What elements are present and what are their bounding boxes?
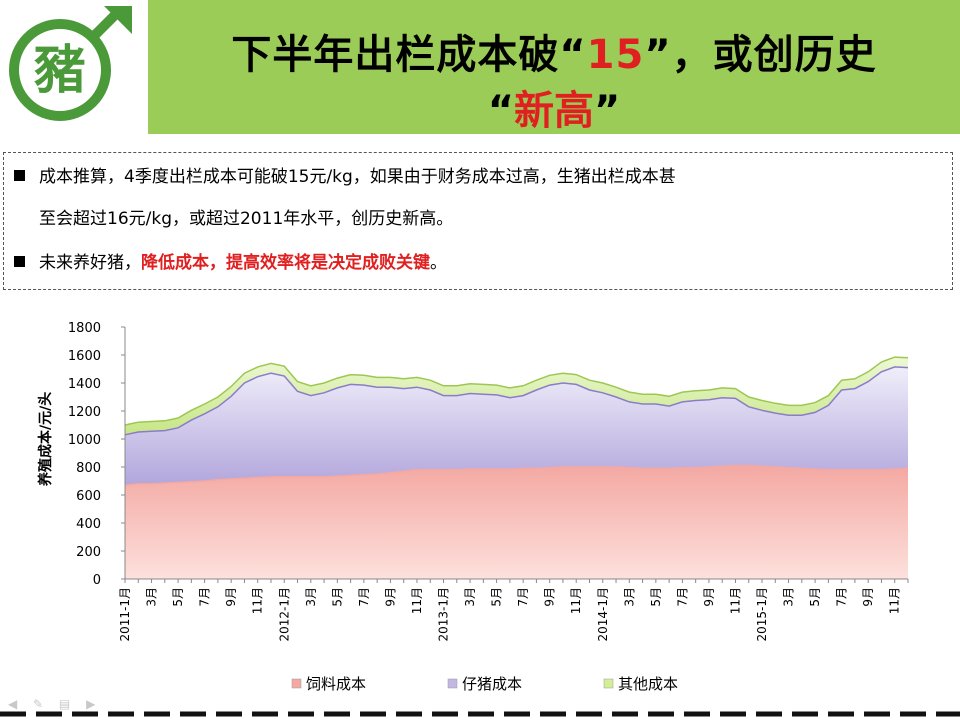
x-tick-label: 11月	[569, 587, 583, 614]
page-title-line2: “新高”	[487, 88, 621, 134]
bullet-box: 成本推算，4季度出栏成本可能破15元/kg，如果由于财务成本过高，生猪出栏成本甚…	[3, 152, 953, 290]
bullet-square-icon	[14, 170, 25, 181]
x-tick-label: 7月	[835, 587, 849, 607]
x-tick-label: 11月	[410, 587, 424, 614]
bullet-square-icon	[14, 256, 25, 267]
pig-logo-icon: 豬	[9, 6, 132, 121]
x-tick-label: 2015-1月	[755, 587, 769, 642]
y-tick-label: 0	[93, 573, 101, 588]
x-tick-label: 2011-1月	[118, 587, 132, 642]
x-tick-label: 3月	[463, 587, 477, 607]
y-tick-label: 600	[76, 489, 101, 504]
x-tick-label: 9月	[543, 587, 557, 607]
x-tick-label: 7月	[357, 587, 371, 607]
x-tick-label: 5月	[808, 587, 822, 607]
bullet-highlight: 降低成本，提高效率将是决定成败关键	[141, 253, 430, 273]
y-tick-label: 1200	[68, 405, 101, 420]
title-number: 15	[586, 32, 645, 78]
x-tick-label: 9月	[702, 587, 716, 607]
x-tick-label: 11月	[728, 587, 742, 614]
x-tick-label: 2013-1月	[437, 587, 451, 642]
y-axis-label: 养殖成本/元/头	[37, 392, 54, 487]
feed-cost-area	[125, 465, 908, 579]
y-tick-label: 1400	[68, 377, 101, 392]
x-tick-label: 5月	[649, 587, 663, 607]
y-tick-label: 400	[76, 517, 101, 532]
y-tick-label: 800	[76, 461, 101, 476]
x-tick-label: 11月	[888, 587, 902, 614]
x-tick-label: 11月	[251, 587, 265, 614]
piglet-cost-area-edge	[124, 366, 909, 436]
page-title: 下半年出栏成本破“15”，或创历史	[231, 32, 877, 78]
bullet-item-2: 未来养好猪，降低成本，提高效率将是决定成败关键。	[14, 253, 447, 273]
legend-swatch	[291, 678, 302, 689]
y-tick-label: 1800	[68, 321, 101, 336]
y-tick-label: 1000	[68, 433, 101, 448]
x-tick-label: 7月	[675, 587, 689, 607]
legend: 饲料成本 仔猪成本 其他成本	[291, 675, 678, 693]
x-tick-label: 2012-1月	[277, 587, 291, 642]
x-tick-label: 9月	[383, 587, 397, 607]
slide-nav-icons[interactable]: ◀ ✎ ▤ ▶	[8, 697, 102, 711]
legend-label: 饲料成本	[306, 675, 366, 693]
bullet-item-1: 成本推算，4季度出栏成本可能破15元/kg，如果由于财务成本过高，生猪出栏成本甚	[14, 167, 676, 187]
legend-swatch	[603, 678, 614, 689]
x-tick-label: 7月	[516, 587, 530, 607]
cost-chart: 0 200 400 600 800 1000 1200 1400 1600 1800 2011-1月…	[37, 321, 909, 693]
title-highlight: 新高	[514, 88, 594, 134]
x-tick-label: 3月	[304, 587, 318, 607]
x-tick-label: 3月	[145, 587, 159, 607]
x-tick-label: 5月	[330, 587, 344, 607]
feed-cost-area-edge	[124, 464, 909, 486]
x-tick-label: 2014-1月	[596, 587, 610, 642]
y-tick-label: 200	[76, 545, 101, 560]
x-tick-label: 7月	[198, 587, 212, 607]
y-tick-label: 1600	[68, 349, 101, 364]
title-panel: 下半年出栏成本破“15”，或创历史 “新高”	[148, 0, 960, 134]
bottom-dash-border	[0, 711, 960, 717]
bullet-item-1-cont: 至会超过16元/kg，或超过2011年水平，创历史新高。	[39, 209, 454, 229]
x-tick-label: 3月	[782, 587, 796, 607]
header-banner: 豬 下半年出栏成本破“15”，或创历史 “新高”	[0, 0, 960, 134]
legend-label: 其他成本	[618, 675, 678, 693]
x-tick-label: 9月	[224, 587, 238, 607]
x-tick-label: 5月	[171, 587, 185, 607]
x-tick-label: 3月	[622, 587, 636, 607]
logo-text: 豬	[34, 41, 86, 101]
piglet-cost-area	[125, 366, 908, 486]
legend-swatch	[447, 678, 458, 689]
x-tick-label: 5月	[490, 587, 504, 607]
legend-label: 仔猪成本	[462, 675, 522, 693]
logo: 豬	[0, 0, 146, 134]
x-tick-label: 9月	[861, 587, 875, 607]
other-cost-area-edge	[124, 356, 909, 426]
